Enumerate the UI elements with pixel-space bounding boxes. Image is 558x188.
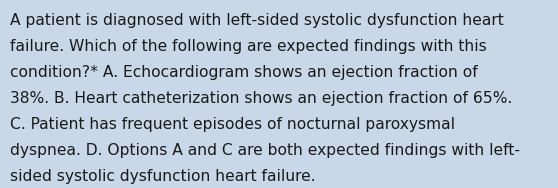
Text: dyspnea. D. Options A and C are both expected findings with left-: dyspnea. D. Options A and C are both exp… — [10, 143, 520, 158]
Text: condition?* A. Echocardiogram shows an ejection fraction of: condition?* A. Echocardiogram shows an e… — [10, 65, 478, 80]
Text: 38%. B. Heart catheterization shows an ejection fraction of 65%.: 38%. B. Heart catheterization shows an e… — [10, 91, 512, 106]
Text: A patient is diagnosed with left-sided systolic dysfunction heart: A patient is diagnosed with left-sided s… — [10, 13, 504, 28]
Text: sided systolic dysfunction heart failure.: sided systolic dysfunction heart failure… — [10, 169, 316, 184]
Text: failure. Which of the following are expected findings with this: failure. Which of the following are expe… — [10, 39, 487, 54]
Text: C. Patient has frequent episodes of nocturnal paroxysmal: C. Patient has frequent episodes of noct… — [10, 117, 455, 132]
